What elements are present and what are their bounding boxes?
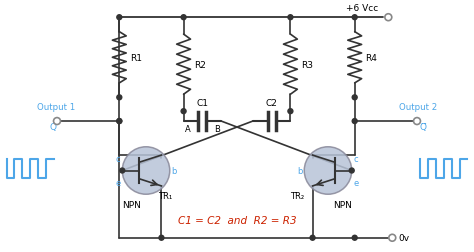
Text: TR₂: TR₂	[290, 191, 304, 200]
Text: Output 2: Output 2	[399, 103, 437, 112]
Text: NPN: NPN	[122, 200, 141, 209]
Text: C2: C2	[266, 99, 278, 108]
Circle shape	[352, 119, 357, 124]
Text: R1: R1	[130, 53, 142, 62]
Circle shape	[288, 109, 293, 114]
Text: C1: C1	[196, 99, 209, 108]
Text: R3: R3	[301, 60, 313, 69]
Text: R2: R2	[194, 60, 206, 69]
Circle shape	[117, 119, 122, 124]
Text: A: A	[184, 124, 191, 134]
Text: b: b	[297, 166, 302, 175]
Text: e: e	[354, 178, 359, 187]
Circle shape	[352, 235, 357, 240]
Circle shape	[117, 16, 122, 21]
Circle shape	[122, 147, 170, 195]
Text: +6 Vcc: +6 Vcc	[346, 4, 378, 13]
Circle shape	[54, 118, 61, 125]
Text: Q: Q	[49, 122, 56, 132]
Circle shape	[352, 96, 357, 100]
Text: TR₁: TR₁	[158, 191, 172, 200]
Circle shape	[181, 16, 186, 21]
Circle shape	[310, 235, 315, 240]
Circle shape	[120, 168, 125, 173]
Circle shape	[352, 16, 357, 21]
Text: C1 = C2  and  R2 = R3: C1 = C2 and R2 = R3	[178, 215, 296, 225]
Text: c: c	[354, 154, 358, 164]
Text: Q̅: Q̅	[420, 122, 427, 132]
Text: Output 1: Output 1	[37, 103, 75, 112]
Text: NPN: NPN	[333, 200, 352, 209]
Circle shape	[288, 16, 293, 21]
Circle shape	[385, 15, 392, 22]
Text: e: e	[115, 178, 120, 187]
Text: 0v: 0v	[398, 233, 410, 242]
Circle shape	[117, 119, 122, 124]
Circle shape	[117, 96, 122, 100]
Text: B: B	[214, 124, 220, 134]
Circle shape	[159, 235, 164, 240]
Text: c: c	[116, 154, 120, 164]
Circle shape	[389, 234, 396, 241]
Circle shape	[304, 147, 352, 195]
Text: R4: R4	[365, 53, 377, 62]
Text: b: b	[172, 166, 177, 175]
Circle shape	[349, 168, 354, 173]
Circle shape	[413, 118, 420, 125]
Circle shape	[181, 109, 186, 114]
